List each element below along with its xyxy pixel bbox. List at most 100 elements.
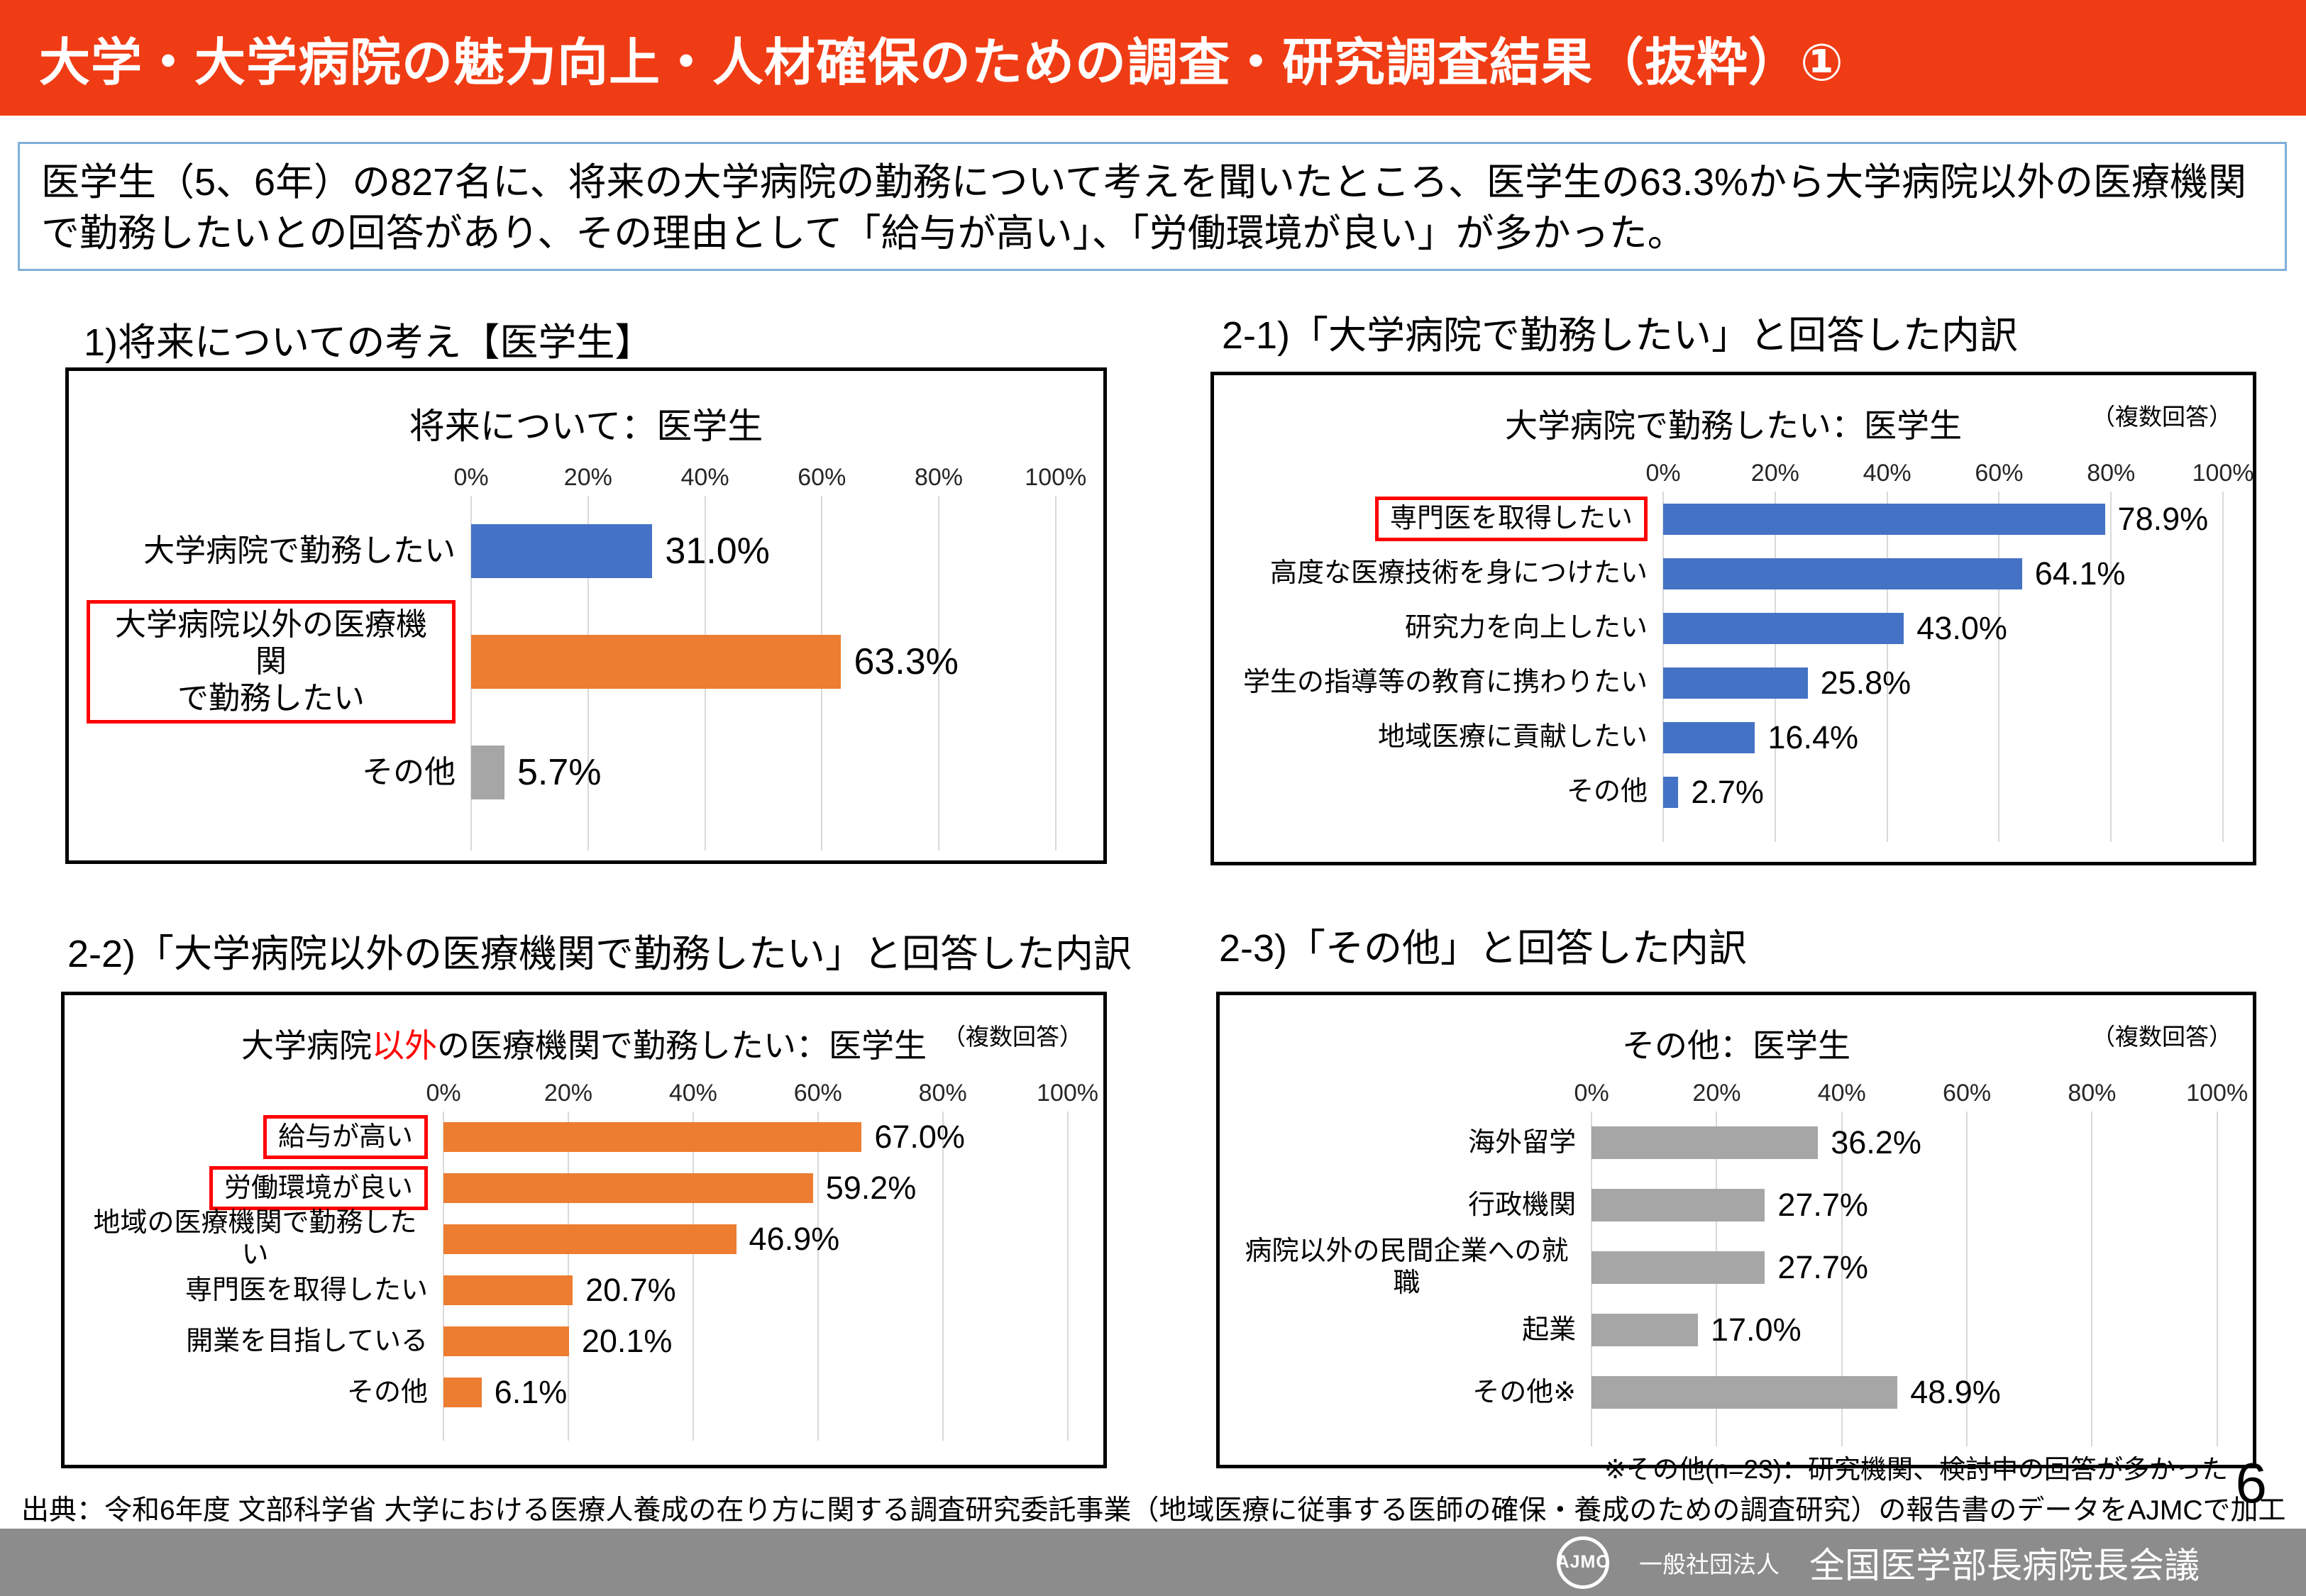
category-label: 海外留学: [1468, 1127, 1577, 1158]
bar-row: 起業 17.0%: [1237, 1299, 2235, 1361]
chart-header: 大学病院で勤務したい：医学生 （複数回答）: [1232, 388, 2235, 459]
axis-tick-label: 20%: [563, 464, 612, 491]
bar-track: 6.1%: [443, 1367, 1068, 1418]
plot-area: 大学病院で勤務したい 31.0% 大学病院以外の医療機関 で勤務したい 63.3% その…: [87, 496, 1086, 850]
gridline: [1841, 1112, 1843, 1446]
chart-title-part: その他：医学生: [1622, 1027, 1850, 1064]
bar-track: 59.2%: [443, 1163, 1068, 1214]
value-label: 27.7%: [1777, 1249, 1868, 1285]
value-label: 46.9%: [749, 1221, 840, 1257]
category-cell: その他: [1232, 776, 1663, 808]
category-label: 高度な医療技術を身につけたい: [1270, 558, 1648, 589]
category-label: 専門医を取得したい: [185, 1275, 429, 1305]
category-label: その他: [362, 755, 456, 790]
axis-tick-label: 80%: [2087, 460, 2136, 487]
value-label: 5.7%: [517, 752, 602, 793]
gridline: [1662, 492, 1665, 842]
bar-track: 43.0%: [1663, 601, 2223, 655]
bar-track: 2.7%: [1663, 765, 2223, 819]
category-cell: 行政機関: [1237, 1190, 1591, 1221]
chart-work-outside-univ-hospital-breakdown: 大学病院以外の医療機関で勤務したい：医学生 （複数回答） 0% 20% 40% 60% 80…: [61, 992, 1107, 1468]
section-heading-2-2: 2-2)「大学病院以外の医療機関で勤務したい」と回答した内訳: [67, 933, 1132, 975]
chart-title-part: の医療機関で勤務したい：医学生: [437, 1027, 927, 1064]
category-label: その他※: [1472, 1377, 1577, 1407]
chart-title: 大学病院で勤務したい：医学生: [1505, 400, 1962, 447]
summary-box: 医学生（5、6年）の827名に、将来の大学病院の勤務について考えを聞いたところ、…: [18, 142, 2287, 271]
bar: [471, 524, 653, 578]
bar: [471, 635, 842, 689]
category-cell: 専門医を取得したい: [1232, 497, 1663, 541]
gridline: [2110, 492, 2112, 842]
bar-row: 研究力を向上したい 43.0%: [1232, 601, 2235, 655]
value-label: 36.2%: [1831, 1124, 1921, 1160]
bar-track: 63.3%: [471, 606, 1056, 717]
bar: [1591, 1251, 1765, 1284]
bar-track: 5.7%: [471, 717, 1056, 828]
bar-row: その他※ 48.9%: [1237, 1361, 2235, 1424]
category-cell: 地域の医療機関で勤務したい: [82, 1207, 443, 1271]
category-cell: 開業を目指している: [82, 1326, 443, 1358]
category-cell: 起業: [1237, 1314, 1591, 1346]
bar: [1663, 503, 2105, 535]
bar-row: 開業を目指している 20.1%: [82, 1316, 1086, 1367]
bar: [443, 1378, 482, 1407]
x-axis: 0% 20% 40% 60% 80% 100%: [1645, 459, 2253, 492]
chart-footnote: ※その他(n=23)：研究機関、検討中の回答が多かった: [1604, 1455, 2228, 1484]
bar-track: 36.2%: [1591, 1112, 2217, 1174]
bar-row: その他 2.7%: [1232, 765, 2235, 819]
chart-title-part: 大学病院: [241, 1027, 372, 1064]
category-label: 地域医療に貢献したい: [1378, 722, 1648, 753]
category-label: 大学病院で勤務したい: [143, 533, 456, 569]
gridline: [2091, 1112, 2093, 1446]
bar: [1663, 721, 1755, 753]
bar: [1663, 558, 2022, 589]
axis-tick-label: 80%: [918, 1080, 967, 1107]
multiple-answers-note: （複数回答）: [2092, 404, 2232, 430]
value-label: 43.0%: [1916, 609, 2007, 646]
category-label: 学生の指導等の教育に携わりたい: [1243, 667, 1648, 698]
page-number: 6: [2235, 1451, 2268, 1514]
category-cell: 高度な医療技術を身につけたい: [1232, 558, 1663, 589]
category-label: 研究力を向上したい: [1405, 613, 1648, 643]
axis-tick-label: 0%: [426, 1080, 461, 1107]
bar-row: 専門医を取得したい 20.7%: [82, 1265, 1086, 1316]
bar-track: 25.8%: [1663, 655, 2223, 710]
category-cell: 労働環境が良い: [82, 1165, 443, 1211]
bar: [443, 1173, 813, 1203]
axis-tick-label: 20%: [1750, 460, 1799, 487]
value-label: 16.4%: [1767, 719, 1859, 755]
bar-track: 46.9%: [443, 1214, 1068, 1265]
gridline: [1998, 492, 2000, 842]
category-label: 地域の医療機関で勤務したい: [93, 1208, 417, 1270]
chart-other-breakdown: その他：医学生 （複数回答） 0% 20% 40% 60% 80% 100% 海外留学 36.2%…: [1216, 992, 2256, 1484]
category-label: 労働環境が良い: [209, 1165, 429, 1211]
value-label: 2.7%: [1691, 773, 1764, 810]
bar-track: 20.1%: [443, 1316, 1068, 1367]
value-label: 67.0%: [874, 1119, 965, 1155]
axis-tick-label: 0%: [1574, 1080, 1609, 1107]
bar-row: その他 6.1%: [82, 1367, 1086, 1418]
value-label: 59.2%: [825, 1170, 917, 1206]
bar-row: 行政機関 27.7%: [1237, 1174, 2235, 1236]
bar-row: 学生の指導等の教育に携わりたい 25.8%: [1232, 655, 2235, 710]
category-cell: 地域医療に貢献したい: [1232, 721, 1663, 753]
axis-tick-label: 100%: [2192, 460, 2254, 487]
footer-org-name: 全国医学部長病院長会議: [1809, 1545, 2200, 1585]
value-label: 48.9%: [1910, 1374, 2001, 1410]
plot-area: 給与が高い 67.0% 労働環境が良い 59.2% 地域の医療機関で勤務したい 46.9%…: [82, 1112, 1086, 1441]
bar: [1591, 1189, 1765, 1221]
x-axis: 0% 20% 40% 60% 80% 100%: [1574, 1079, 2249, 1112]
bar-row: 大学病院以外の医療機関 で勤務したい 63.3%: [87, 600, 1086, 724]
bar-track: 78.9%: [1663, 492, 2223, 546]
bar: [1591, 1376, 1898, 1409]
section-heading-2-3: 2-3)「その他」と回答した内訳: [1219, 927, 1748, 970]
bar: [443, 1326, 569, 1356]
axis-tick-label: 0%: [453, 464, 489, 491]
axis-tick-label: 60%: [1975, 460, 2024, 487]
bar-row: 労働環境が良い 59.2%: [82, 1163, 1086, 1214]
category-label: 起業: [1522, 1314, 1577, 1345]
gridline: [817, 1112, 819, 1441]
chart-title: その他：医学生: [1622, 1020, 1850, 1067]
axis-tick-label: 100%: [2186, 1080, 2249, 1107]
bar-row: 地域医療に貢献したい 16.4%: [1232, 710, 2235, 765]
